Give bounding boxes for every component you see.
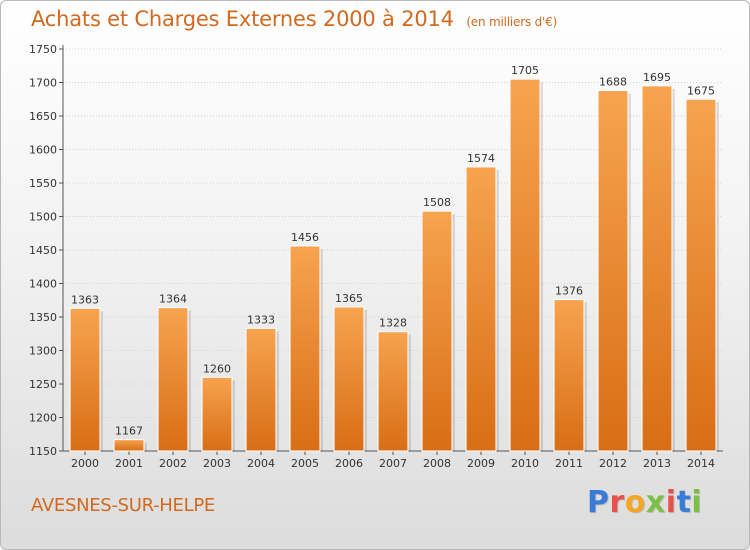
y-tick-label: 1500: [29, 211, 57, 224]
city-name: AVESNES-SUR-HELPE: [31, 495, 215, 516]
x-tick-label: 2004: [247, 457, 275, 470]
brand-letter: r: [609, 485, 625, 520]
bar-value-label: 1260: [203, 362, 231, 375]
x-tick-label: 2010: [511, 457, 539, 470]
y-tick-label: 1250: [29, 378, 57, 391]
chart-subtitle: (en milliers d'€): [466, 15, 558, 29]
y-tick-label: 1350: [29, 311, 57, 324]
bar-value-label: 1705: [511, 64, 539, 77]
bar-2000: [69, 307, 101, 452]
bar-value-label: 1508: [423, 196, 451, 209]
brand-letter: t: [676, 485, 692, 520]
proxiti-logo[interactable]: Proxiti: [587, 485, 702, 520]
bar-value-label: 1456: [291, 231, 319, 244]
y-tick-label: 1700: [29, 77, 57, 90]
x-tick-label: 2001: [115, 457, 143, 470]
bar-2006: [333, 306, 365, 452]
bar-2001: [113, 439, 145, 452]
chart-title: Achats et Charges Externes 2000 à 2014 (…: [31, 7, 557, 31]
bar-value-label: 1695: [643, 71, 671, 84]
y-tick-label: 1450: [29, 244, 57, 257]
x-tick-label: 2002: [159, 457, 187, 470]
x-tick-label: 2007: [379, 457, 407, 470]
x-tick-label: 2005: [291, 457, 319, 470]
x-tick-label: 2009: [467, 457, 495, 470]
x-tick-label: 2014: [687, 457, 715, 470]
x-tick-label: 2011: [555, 457, 583, 470]
bar-2012: [597, 90, 629, 452]
bar-value-label: 1363: [71, 293, 99, 306]
bar-value-label: 1328: [379, 317, 407, 330]
brand-letter: o: [624, 485, 646, 520]
bar-2014: [685, 98, 717, 452]
bar-2005: [289, 245, 321, 452]
x-tick-label: 2008: [423, 457, 451, 470]
bar-value-label: 1365: [335, 292, 363, 305]
bar-2007: [377, 331, 409, 452]
bar-2008: [421, 210, 453, 452]
bar-value-label: 1688: [599, 76, 627, 89]
chart-title-text: Achats et Charges Externes 2000 à 2014: [31, 7, 454, 31]
bar-value-label: 1675: [687, 84, 715, 97]
bar-value-label: 1376: [555, 285, 583, 298]
bars: [69, 78, 719, 452]
x-tick-label: 2006: [335, 457, 363, 470]
y-tick-label: 1550: [29, 177, 57, 190]
y-tick-label: 1200: [29, 412, 57, 425]
bar-2002: [157, 307, 189, 452]
bar-value-label: 1574: [467, 152, 495, 165]
bar-2010: [509, 78, 541, 452]
x-tick-label: 2012: [599, 457, 627, 470]
bar-2009: [465, 166, 497, 452]
y-tick-label: 1300: [29, 345, 57, 358]
bar-2003: [201, 376, 233, 452]
x-tick-label: 2000: [71, 457, 99, 470]
y-tick-label: 1750: [29, 43, 57, 56]
y-tick-label: 1650: [29, 110, 57, 123]
bar-2004: [245, 327, 277, 452]
y-tick-label: 1600: [29, 144, 57, 157]
bar-value-label: 1167: [115, 425, 143, 438]
labels: 1150 1200 1250 1300 1350 1400 1450 1500 1550 1600…: [29, 43, 715, 470]
x-tick-label: 2013: [643, 457, 671, 470]
bar-value-label: 1364: [159, 293, 187, 306]
brand-letter: x: [645, 485, 666, 520]
brand-letter: i: [665, 485, 677, 520]
y-tick-label: 1400: [29, 278, 57, 291]
brand-letter: P: [587, 485, 610, 520]
x-tick-label: 2003: [203, 457, 231, 470]
y-tick-label: 1150: [29, 445, 57, 458]
bar-value-label: 1333: [247, 313, 275, 326]
brand-letter: i: [691, 485, 703, 520]
bar-2011: [553, 299, 585, 452]
bar-2013: [641, 85, 673, 452]
